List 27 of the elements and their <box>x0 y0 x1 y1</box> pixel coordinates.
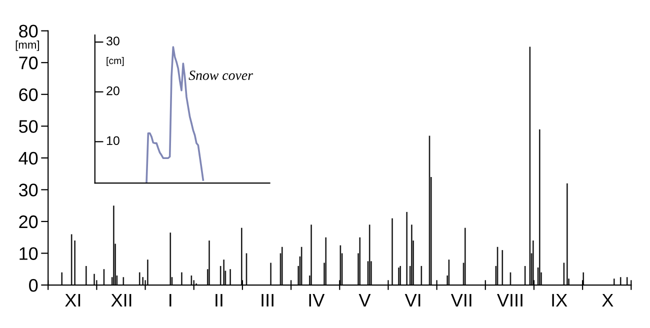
y-tick-label: 70 <box>19 56 38 70</box>
y-tick-label: 20 <box>106 86 120 96</box>
y-axis-title: [mm] <box>16 40 39 51</box>
x-tick-label: XI <box>65 294 80 306</box>
y-tick-label: 20 <box>19 215 38 228</box>
x-tick-label: III <box>262 294 274 306</box>
y-tick-label: 50 <box>19 120 38 133</box>
y-axis-title: [cm] <box>106 56 124 66</box>
x-tick-label: VIII <box>497 294 522 306</box>
y-tick-label: 60 <box>19 88 38 102</box>
y-tick-label: 10 <box>106 136 120 146</box>
y-tick-label: 0 <box>29 278 38 292</box>
y-tick-label: 30 <box>106 36 120 46</box>
x-tick-label: X <box>602 294 614 306</box>
x-tick-label: IX <box>552 294 568 306</box>
y-tick-label: 30 <box>18 184 38 196</box>
x-tick-label: VII <box>450 294 472 306</box>
y-tick-label: 40 <box>18 152 38 165</box>
y-tick-label: 10 <box>20 247 38 260</box>
x-tick-label: IV <box>309 294 325 306</box>
annotation: Snow cover <box>188 70 254 80</box>
x-tick-label: II <box>216 294 222 306</box>
x-tick-label: XII <box>111 294 132 306</box>
x-tick-label: I <box>170 294 172 306</box>
x-tick-label: VI <box>404 294 420 306</box>
y-tick-label: 80 <box>19 24 38 38</box>
x-tick-label: V <box>358 294 371 306</box>
